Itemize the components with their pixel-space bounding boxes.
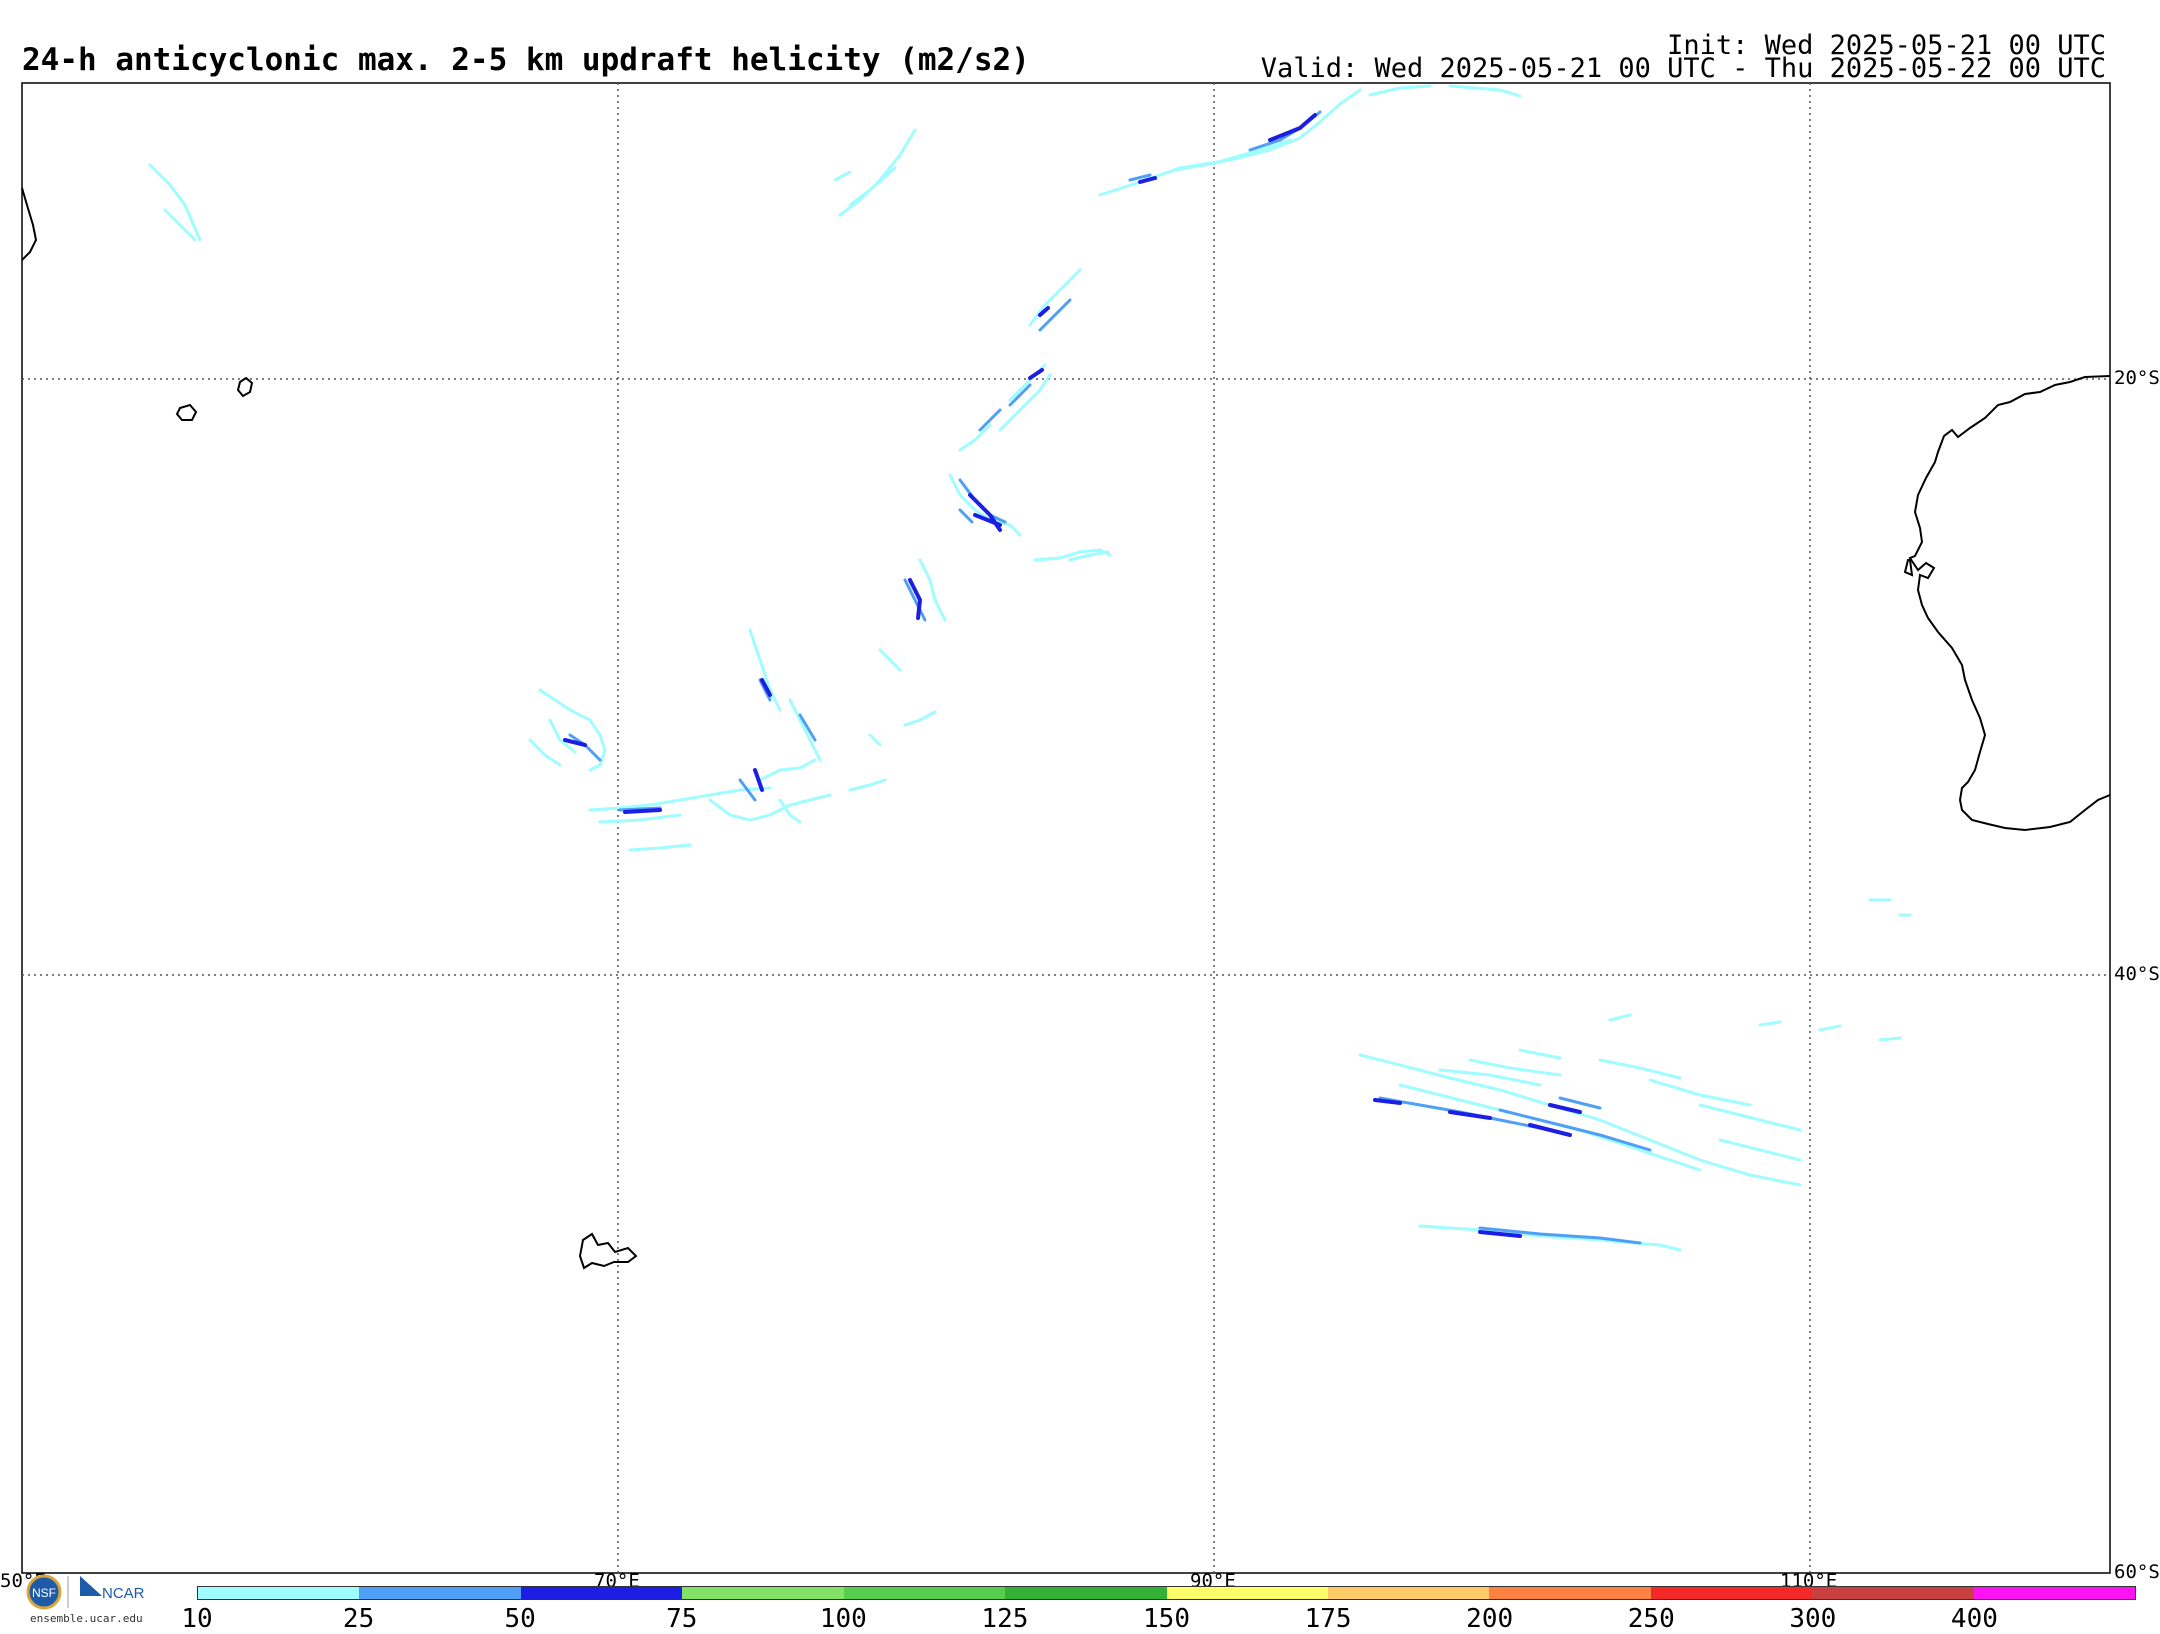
- sponsor-logos: NSF NCAR: [22, 1568, 162, 1626]
- field-light: [148, 84, 1912, 1252]
- gridlines: [22, 83, 2110, 1573]
- ensemble-url: ensemble.ucar.edu: [30, 1612, 143, 1625]
- svg-text:NSF: NSF: [32, 1586, 56, 1600]
- lat-label-20s: 20°S: [2114, 367, 2160, 389]
- colorbar-tick-label: 400: [1950, 1604, 1998, 1634]
- svg-text:NCAR: NCAR: [102, 1585, 145, 1602]
- colorbar-segment: [1327, 1587, 1490, 1599]
- colorbar-tick-label: 100: [819, 1604, 867, 1634]
- colorbar-segment: [198, 1587, 360, 1599]
- colorbar-tick-label: 175: [1304, 1604, 1352, 1634]
- coastline-mauritius: [236, 376, 254, 398]
- colorbar-segment: [359, 1587, 521, 1599]
- lat-label-60s: 60°S: [2114, 1561, 2160, 1583]
- page-title: 24-h anticyclonic max. 2-5 km updraft he…: [22, 42, 1030, 78]
- coastline-shark-bay: [1903, 559, 1914, 577]
- colorbar-tick-label: 250: [1627, 1604, 1675, 1634]
- coastline-australia: [1908, 375, 2111, 832]
- lat-label-40s: 40°S: [2114, 963, 2160, 985]
- init-time: Init: Wed 2025-05-21 00 UTC: [1667, 30, 2106, 61]
- colorbar: [197, 1586, 2136, 1600]
- colorbar-segment: [1489, 1587, 1651, 1599]
- colorbar-segment: [843, 1587, 1006, 1599]
- colorbar-segment: [1973, 1587, 2136, 1599]
- valid-time: Valid: Wed 2025-05-21 00 UTC - Thu 2025-…: [1260, 53, 2106, 84]
- colorbar-segment: [1005, 1587, 1167, 1599]
- map-frame: [21, 82, 2111, 1574]
- coastline-madagascar: [21, 187, 38, 261]
- helicity-field: [148, 84, 1912, 1252]
- colorbar-segment: [1812, 1587, 1974, 1599]
- coastline-kerguelen: [578, 1232, 638, 1270]
- colorbar-segment: [1166, 1587, 1328, 1599]
- colorbar-tick-label: 200: [1466, 1604, 1514, 1634]
- nsf-logo-icon: NSF: [26, 1574, 62, 1610]
- colorbar-tick-label: 25: [342, 1604, 375, 1634]
- colorbar-tick-label: 125: [981, 1604, 1029, 1634]
- colorbar-tick-label: 50: [504, 1604, 536, 1634]
- colorbar-tick-label: 10: [181, 1604, 213, 1634]
- coastline-reunion: [175, 403, 198, 421]
- field-dark: [563, 113, 1582, 1238]
- colorbar-tick-label: 150: [1143, 1604, 1190, 1634]
- colorbar-segment: [682, 1587, 844, 1599]
- colorbar-tick-label: 300: [1789, 1604, 1837, 1634]
- coastlines: [21, 187, 2111, 1270]
- colorbar-segment: [520, 1587, 683, 1599]
- ncar-logo-icon: NCAR: [80, 1576, 145, 1602]
- colorbar-tick-label: 75: [666, 1604, 698, 1634]
- colorbar-segment: [1650, 1587, 1813, 1599]
